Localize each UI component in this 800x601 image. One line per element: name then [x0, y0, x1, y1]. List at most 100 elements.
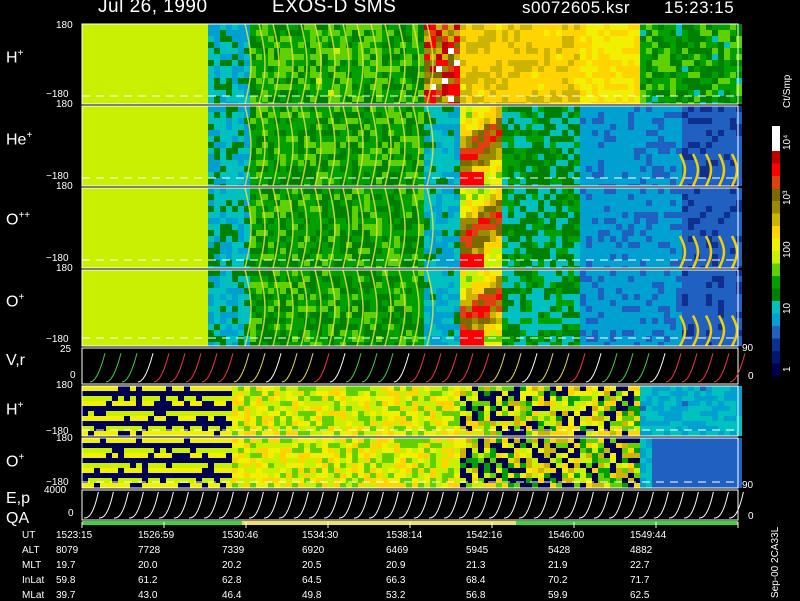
- heatmap-cell: [154, 330, 160, 336]
- heatmap-cell: [646, 142, 652, 148]
- heatmap-cell: [478, 96, 484, 102]
- heatmap-cell: [172, 166, 178, 172]
- heatmap-cell: [214, 206, 220, 212]
- heatmap-cell: [166, 96, 172, 102]
- heatmap-cell: [658, 136, 664, 142]
- heatmap-cell: [628, 242, 634, 248]
- heatmap-cell: [496, 142, 502, 148]
- heatmap-cell: [166, 130, 172, 136]
- heatmap-cell: [310, 142, 316, 148]
- heatmap-cell: [646, 230, 652, 236]
- heatmap-cell: [154, 336, 160, 342]
- heatmap-cell: [472, 124, 478, 130]
- heatmap-cell: [166, 166, 172, 172]
- heatmap-cell: [172, 106, 178, 112]
- heatmap-cell: [664, 160, 670, 166]
- heatmap-cell: [604, 166, 610, 172]
- heatmap-cell: [340, 166, 346, 172]
- heatmap-cell: [484, 224, 490, 230]
- heatmap-cell: [472, 30, 478, 36]
- heatmap-cell: [730, 72, 736, 78]
- heatmap-cell: [190, 160, 196, 166]
- heatmap-cell: [562, 112, 568, 118]
- heatmap-cell: [226, 154, 232, 160]
- heatmap-cell: [472, 188, 478, 194]
- heatmap-cell: [178, 318, 184, 324]
- heatmap-cell: [112, 112, 118, 118]
- heatmap-cell: [232, 106, 238, 112]
- heatmap-cell: [490, 212, 496, 218]
- heatmap-cell: [652, 212, 658, 218]
- heatmap-cell: [286, 72, 292, 78]
- heatmap-cell: [544, 154, 550, 160]
- heatmap-cell: [202, 260, 208, 266]
- heatmap-cell: [184, 118, 190, 124]
- heatmap-cell: [484, 166, 490, 172]
- heatmap-cell: [580, 160, 586, 166]
- heatmap-cell: [88, 330, 94, 336]
- heatmap-cell: [166, 154, 172, 160]
- heatmap-cell: [118, 66, 124, 72]
- heatmap-cell: [418, 254, 424, 260]
- heatmap-cell: [94, 172, 100, 178]
- heatmap-cell: [712, 160, 718, 166]
- heatmap-cell: [688, 166, 694, 172]
- heatmap-cell: [478, 254, 484, 260]
- heatmap-cell: [106, 212, 112, 218]
- heatmap-cell: [622, 118, 628, 124]
- heatmap-cell: [460, 78, 466, 84]
- heatmap-cell: [214, 36, 220, 42]
- heatmap-cell: [364, 212, 370, 218]
- heatmap-cell: [610, 124, 616, 130]
- heatmap-cell: [310, 242, 316, 248]
- heatmap-cell: [220, 330, 226, 336]
- heatmap-cell: [502, 78, 508, 84]
- heatmap-cell: [334, 172, 340, 178]
- heatmap-cell: [598, 136, 604, 142]
- heatmap-cell: [214, 84, 220, 90]
- heatmap-cell: [112, 130, 118, 136]
- heatmap-cell: [658, 224, 664, 230]
- heatmap-cell: [448, 24, 454, 30]
- heatmap-cell: [268, 112, 274, 118]
- heatmap-cell: [238, 78, 244, 84]
- heatmap-cell: [682, 66, 688, 72]
- heatmap-cell: [706, 230, 712, 236]
- heatmap-cell: [106, 66, 112, 72]
- heatmap-cell: [634, 166, 640, 172]
- heatmap-cell: [382, 72, 388, 78]
- heatmap-cell: [202, 324, 208, 330]
- heatmap-cell: [238, 42, 244, 48]
- heatmap-cell: [736, 60, 742, 66]
- heatmap-cell: [682, 194, 688, 200]
- heatmap-cell: [532, 224, 538, 230]
- heatmap-cell: [196, 206, 202, 212]
- heatmap-cell: [646, 260, 652, 266]
- heatmap-cell: [538, 84, 544, 90]
- heatmap-cell: [478, 200, 484, 206]
- heatmap-cell: [718, 194, 724, 200]
- heatmap-cell: [178, 236, 184, 242]
- heatmap-cell: [364, 194, 370, 200]
- heatmap-cell: [196, 166, 202, 172]
- heatmap-cell: [190, 312, 196, 318]
- heatmap-cell: [712, 106, 718, 112]
- heatmap-cell: [142, 230, 148, 236]
- heatmap-cell: [670, 36, 676, 42]
- heatmap-cell: [676, 194, 682, 200]
- heatmap-cell: [634, 218, 640, 224]
- heatmap-cell: [148, 160, 154, 166]
- heatmap-cell: [100, 60, 106, 66]
- heatmap-cell: [580, 200, 586, 206]
- heatmap-cell: [712, 24, 718, 30]
- heatmap-cell: [124, 236, 130, 242]
- heatmap-cell: [352, 236, 358, 242]
- heatmap-cell: [574, 254, 580, 260]
- heatmap-cell: [598, 248, 604, 254]
- heatmap-cell: [184, 24, 190, 30]
- heatmap-cell: [148, 96, 154, 102]
- heatmap-cell: [184, 124, 190, 130]
- heatmap-cell: [154, 30, 160, 36]
- heatmap-cell: [100, 84, 106, 90]
- heatmap-cell: [544, 136, 550, 142]
